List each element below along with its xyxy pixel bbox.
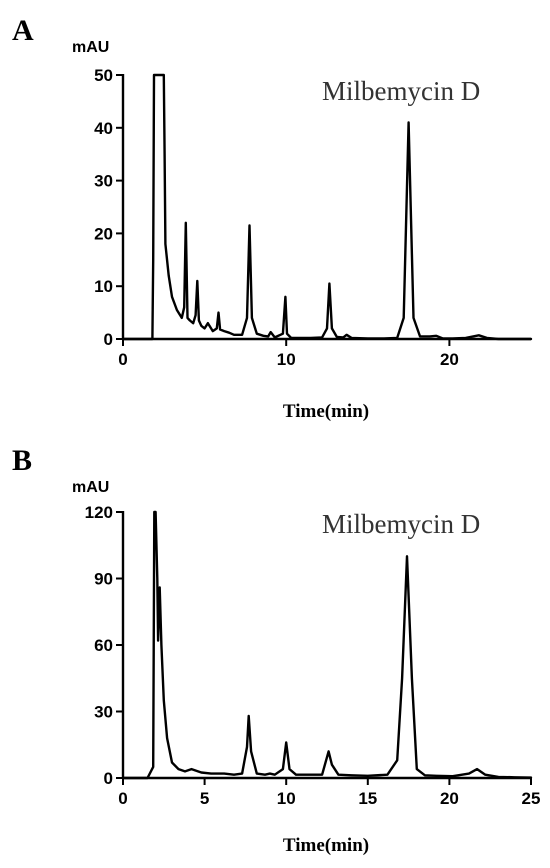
x-axis-label-b: Time(min) xyxy=(283,835,369,856)
x-tick-label: 25 xyxy=(522,789,541,808)
x-tick-label: 10 xyxy=(277,789,296,808)
x-tick-label: 0 xyxy=(118,350,127,369)
x-tick-label: 0 xyxy=(118,789,127,808)
y-tick-label: 0 xyxy=(104,330,113,349)
annotation-b: Milbemycin D xyxy=(322,509,480,539)
annotation-a: Milbemycin D xyxy=(322,76,480,106)
trace-a xyxy=(121,73,533,341)
trace-b xyxy=(121,510,533,780)
y-tick-label: 10 xyxy=(94,277,113,296)
x-tick-label: 5 xyxy=(200,789,209,808)
panel-a: A mAU Milbemycin D 0 10 20 30 40 50 0 10 20 Time… xyxy=(12,14,533,422)
x-tick-label: 15 xyxy=(358,789,377,808)
y-tick-label: 0 xyxy=(104,769,113,788)
x-tick-label: 20 xyxy=(440,350,459,369)
y-tick-label: 40 xyxy=(94,119,113,138)
panel-label-b: B xyxy=(12,444,32,477)
ticks-a: 0 10 20 30 40 50 0 10 20 xyxy=(94,66,459,369)
x-tick-label: 10 xyxy=(277,350,296,369)
y-unit-label-a: mAU xyxy=(72,39,109,56)
y-tick-label: 30 xyxy=(94,172,113,191)
y-tick-label: 50 xyxy=(94,66,113,85)
y-tick-label: 90 xyxy=(94,570,113,589)
y-unit-label-b: mAU xyxy=(72,479,109,496)
panel-label-a: A xyxy=(12,14,34,47)
y-tick-label: 60 xyxy=(94,636,113,655)
x-axis-label-a: Time(min) xyxy=(283,401,369,422)
y-tick-label: 30 xyxy=(94,703,113,722)
x-tick-label: 20 xyxy=(440,789,459,808)
ticks-b: 0 30 60 90 120 0 5 10 15 20 25 xyxy=(85,503,541,808)
y-tick-label: 20 xyxy=(94,224,113,243)
y-tick-label: 120 xyxy=(85,503,113,522)
